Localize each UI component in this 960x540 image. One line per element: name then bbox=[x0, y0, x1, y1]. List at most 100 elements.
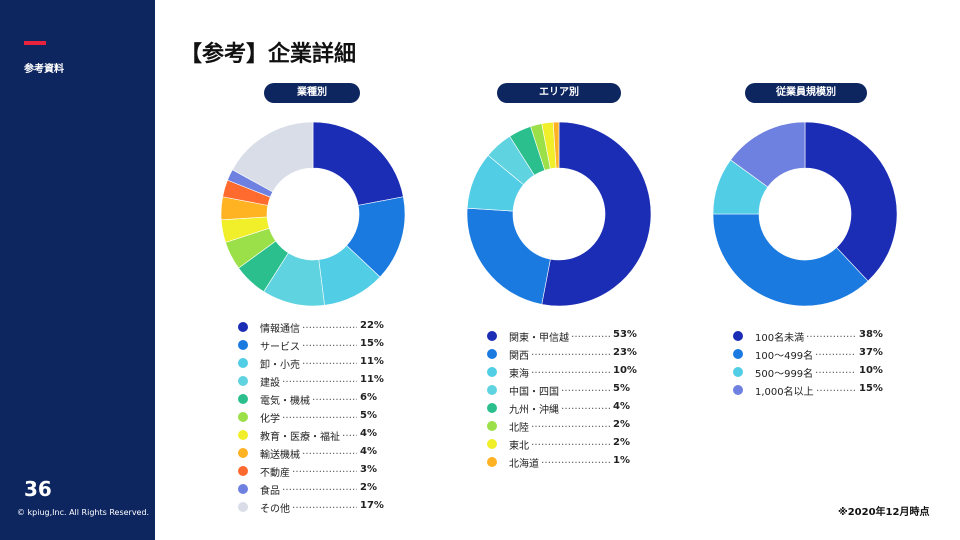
leader-dots: …………………………………… bbox=[292, 464, 357, 475]
donut-slice-employees-1 bbox=[712, 213, 869, 307]
legend-label: 500〜999名 bbox=[755, 369, 814, 380]
legend-value: 38% bbox=[859, 329, 883, 340]
legend-swatch bbox=[487, 421, 497, 431]
legend-value: 5% bbox=[613, 383, 630, 394]
donut-chart-employees bbox=[712, 121, 898, 307]
legend-label: 北海道 bbox=[509, 459, 539, 470]
legend-swatch bbox=[238, 322, 248, 332]
leader-dots: …………………………………… bbox=[816, 383, 856, 394]
legend-swatch bbox=[487, 439, 497, 449]
legend-label: 化学 bbox=[260, 414, 280, 425]
legend-label: 中国・四国 bbox=[509, 387, 559, 398]
accent-bar bbox=[24, 41, 46, 45]
legend-item: 100〜499名 37%…………………………………… bbox=[733, 345, 893, 363]
legend-label: その他 bbox=[260, 504, 290, 515]
leader-dots: …………………………………… bbox=[302, 320, 357, 331]
donut-slice-employees-0 bbox=[804, 121, 898, 282]
page-number: 36 bbox=[24, 477, 52, 501]
legend-item: その他 17%…………………………………… bbox=[238, 498, 398, 516]
legend-item: 輸送機械 4%…………………………………… bbox=[238, 444, 398, 462]
legend-item: 建設 11%…………………………………… bbox=[238, 372, 398, 390]
legend-value: 22% bbox=[360, 320, 384, 331]
legend-item: 九州・沖縄 4%…………………………………… bbox=[487, 399, 647, 417]
legend-item: 500〜999名 10%…………………………………… bbox=[733, 363, 893, 381]
legend-value: 37% bbox=[859, 347, 883, 358]
donut-chart-area bbox=[466, 121, 652, 307]
legend-value: 6% bbox=[360, 392, 377, 403]
legend-swatch bbox=[733, 385, 743, 395]
leader-dots: …………………………………… bbox=[541, 455, 610, 466]
chart-title-area: エリア別 bbox=[497, 83, 621, 103]
legend-value: 1% bbox=[613, 455, 630, 466]
legend-label: 輸送機械 bbox=[260, 450, 300, 461]
legend-item: 卸・小売 11%…………………………………… bbox=[238, 354, 398, 372]
legend-item: 1,000名以上 15%…………………………………… bbox=[733, 381, 893, 399]
legend-item: 食品 2%…………………………………… bbox=[238, 480, 398, 498]
legend-item: 電気・機械 6%…………………………………… bbox=[238, 390, 398, 408]
legend-swatch bbox=[238, 448, 248, 458]
leader-dots: …………………………………… bbox=[531, 347, 610, 358]
legend-item: 東北 2%…………………………………… bbox=[487, 435, 647, 453]
leader-dots: …………………………………… bbox=[282, 482, 357, 493]
leader-dots: …………………………………… bbox=[531, 365, 610, 376]
legend-swatch bbox=[733, 367, 743, 377]
leader-dots: …………………………………… bbox=[561, 383, 610, 394]
legend-employees: 100名未満38%……………………………………100〜499名37%………………… bbox=[733, 327, 893, 399]
leader-dots: …………………………………… bbox=[292, 500, 357, 511]
legend-swatch bbox=[487, 331, 497, 341]
legend-label: 100名未満 bbox=[755, 333, 805, 344]
leader-dots: …………………………………… bbox=[815, 347, 856, 358]
legend-item: 不動産 3%…………………………………… bbox=[238, 462, 398, 480]
legend-value: 10% bbox=[859, 365, 883, 376]
leader-dots: …………………………………… bbox=[571, 329, 610, 340]
legend-item: サービス 15%…………………………………… bbox=[238, 336, 398, 354]
leader-dots: …………………………………… bbox=[815, 365, 856, 376]
legend-value: 2% bbox=[613, 419, 630, 430]
legend-label: サービス bbox=[260, 342, 300, 353]
leader-dots: …………………………………… bbox=[302, 356, 357, 367]
legend-swatch bbox=[238, 502, 248, 512]
copyright-text: © kpiug,Inc. All Rights Reserved. bbox=[17, 508, 150, 517]
leader-dots: …………………………………… bbox=[302, 446, 357, 457]
legend-industry: 情報通信22%……………………………………サービス15%………………………………… bbox=[238, 318, 398, 516]
legend-swatch bbox=[238, 340, 248, 350]
legend-swatch bbox=[238, 358, 248, 368]
legend-value: 23% bbox=[613, 347, 637, 358]
legend-swatch bbox=[238, 466, 248, 476]
legend-value: 11% bbox=[360, 356, 384, 367]
legend-item: 北海道 1%…………………………………… bbox=[487, 453, 647, 471]
legend-item: 化学 5%…………………………………… bbox=[238, 408, 398, 426]
legend-label: 教育・医療・福祉 bbox=[260, 432, 340, 443]
legend-value: 2% bbox=[360, 482, 377, 493]
legend-label: 不動産 bbox=[260, 468, 290, 479]
legend-value: 4% bbox=[360, 428, 377, 439]
leader-dots: …………………………………… bbox=[531, 419, 610, 430]
legend-label: 関西 bbox=[509, 351, 529, 362]
legend-swatch bbox=[487, 367, 497, 377]
legend-label: 関東・甲信越 bbox=[509, 333, 569, 344]
legend-swatch bbox=[487, 403, 497, 413]
donut-slice-area-1 bbox=[466, 207, 551, 305]
legend-value: 4% bbox=[613, 401, 630, 412]
legend-item: 東海 10%…………………………………… bbox=[487, 363, 647, 381]
chart-title-employees: 従業員規模別 bbox=[745, 83, 867, 103]
legend-item: 関西 23%…………………………………… bbox=[487, 345, 647, 363]
legend-swatch bbox=[487, 457, 497, 467]
legend-item: 関東・甲信越 53%…………………………………… bbox=[487, 327, 647, 345]
legend-label: 100〜499名 bbox=[755, 351, 814, 362]
legend-value: 15% bbox=[360, 338, 384, 349]
legend-value: 5% bbox=[360, 410, 377, 421]
legend-swatch bbox=[487, 385, 497, 395]
leader-dots: …………………………………… bbox=[312, 392, 357, 403]
legend-item: 北陸 2%…………………………………… bbox=[487, 417, 647, 435]
legend-swatch bbox=[238, 412, 248, 422]
legend-value: 10% bbox=[613, 365, 637, 376]
legend-value: 2% bbox=[613, 437, 630, 448]
legend-label: 東海 bbox=[509, 369, 529, 380]
legend-label: 北陸 bbox=[509, 423, 529, 434]
leader-dots: …………………………………… bbox=[342, 428, 357, 439]
legend-label: 東北 bbox=[509, 441, 529, 452]
legend-value: 17% bbox=[360, 500, 384, 511]
legend-swatch bbox=[238, 484, 248, 494]
page-title: 【参考】企業詳細 bbox=[180, 42, 357, 67]
